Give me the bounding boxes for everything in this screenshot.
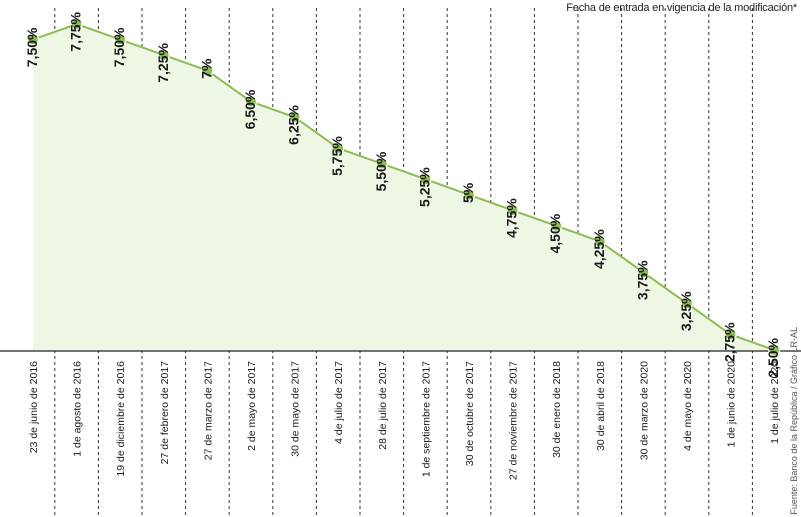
x-tick-label: 1 de septiembre de 2017	[420, 361, 432, 477]
data-point	[375, 157, 388, 170]
x-tick-label: 27 de marzo de 2017	[202, 361, 214, 460]
data-label: 5%	[460, 182, 476, 203]
data-label: 4,25%	[591, 229, 607, 269]
data-label: 7,50%	[24, 27, 40, 67]
x-tick-label: 30 de mayo de 2017	[290, 361, 302, 457]
x-tick-labels: 23 de junio de 2016 1 de agosto de 2016 19…	[28, 361, 781, 480]
data-point	[26, 33, 40, 46]
source-note: Fuente: Banco de la República / Gráfico …	[789, 327, 799, 515]
x-tick-label: 30 de octubre de 2017	[464, 361, 476, 466]
data-point	[157, 48, 170, 62]
x-tick-label: 1 de julio de 2020	[769, 361, 781, 444]
data-label: 3,75%	[634, 260, 650, 300]
data-point	[768, 343, 781, 357]
data-label: 4,50%	[547, 213, 563, 253]
x-tick-label: 4 de julio de 2017	[333, 361, 345, 444]
data-point	[724, 328, 737, 341]
series-line	[32, 22, 775, 351]
data-point	[506, 204, 519, 217]
data-point	[680, 297, 694, 310]
data-label: 7,50%	[111, 27, 127, 67]
data-label: 5,50%	[373, 151, 389, 191]
chart-subtitle: Fecha de entrada en vigencia de la modif…	[566, 2, 797, 14]
x-tick-label: 23 de junio de 2016	[28, 361, 40, 453]
data-label: 7,75%	[68, 11, 84, 51]
x-tick-label: 1 de agosto de 2016	[72, 361, 84, 457]
data-label: 5,25%	[416, 167, 432, 207]
data-label: 7%	[198, 58, 214, 79]
data-label: 2,75%	[722, 322, 738, 362]
data-label: 6,50%	[242, 89, 258, 129]
data-label: 5,75%	[329, 136, 345, 176]
data-point	[244, 95, 258, 108]
data-point	[114, 33, 127, 46]
data-point	[419, 173, 432, 186]
data-label: 6,25%	[286, 105, 302, 145]
data-point	[70, 17, 83, 31]
data-point	[462, 188, 476, 201]
x-tick-label: 27 de noviembre de 2017	[508, 361, 520, 480]
data-point	[593, 235, 606, 248]
area-fill	[33, 24, 775, 351]
x-tick-label: 30 de enero de 2018	[551, 361, 563, 458]
data-points	[26, 17, 781, 357]
data-label: 4,75%	[504, 198, 520, 238]
data-label: 7,25%	[155, 43, 171, 83]
data-labels: 7,50% 7,75% 7,50% 7,25% 7% 6,50% 6,25% 5,75% 5,5…	[24, 11, 781, 377]
data-label: 3,25%	[678, 291, 694, 331]
x-tick-label: 27 de febrero de 2017	[159, 361, 171, 464]
data-label: 2,50%	[765, 337, 781, 377]
x-tick-label: 2 de mayo de 2017	[246, 361, 258, 451]
data-point	[332, 142, 345, 155]
x-tick-label: 4 de mayo de 2020	[682, 361, 694, 451]
x-tick-label: 30 de marzo de 2020	[638, 361, 650, 460]
data-point	[288, 111, 301, 124]
data-point	[637, 266, 650, 279]
data-point	[550, 219, 563, 232]
x-tick-label: 1 de junio de 2020	[726, 361, 738, 448]
x-tick-label: 19 de diciembre de 2016	[115, 361, 127, 477]
x-tick-label: 28 de julio de 2017	[377, 361, 389, 450]
data-point	[201, 64, 214, 77]
x-tick-label: 30 de abril de 2018	[595, 361, 607, 451]
